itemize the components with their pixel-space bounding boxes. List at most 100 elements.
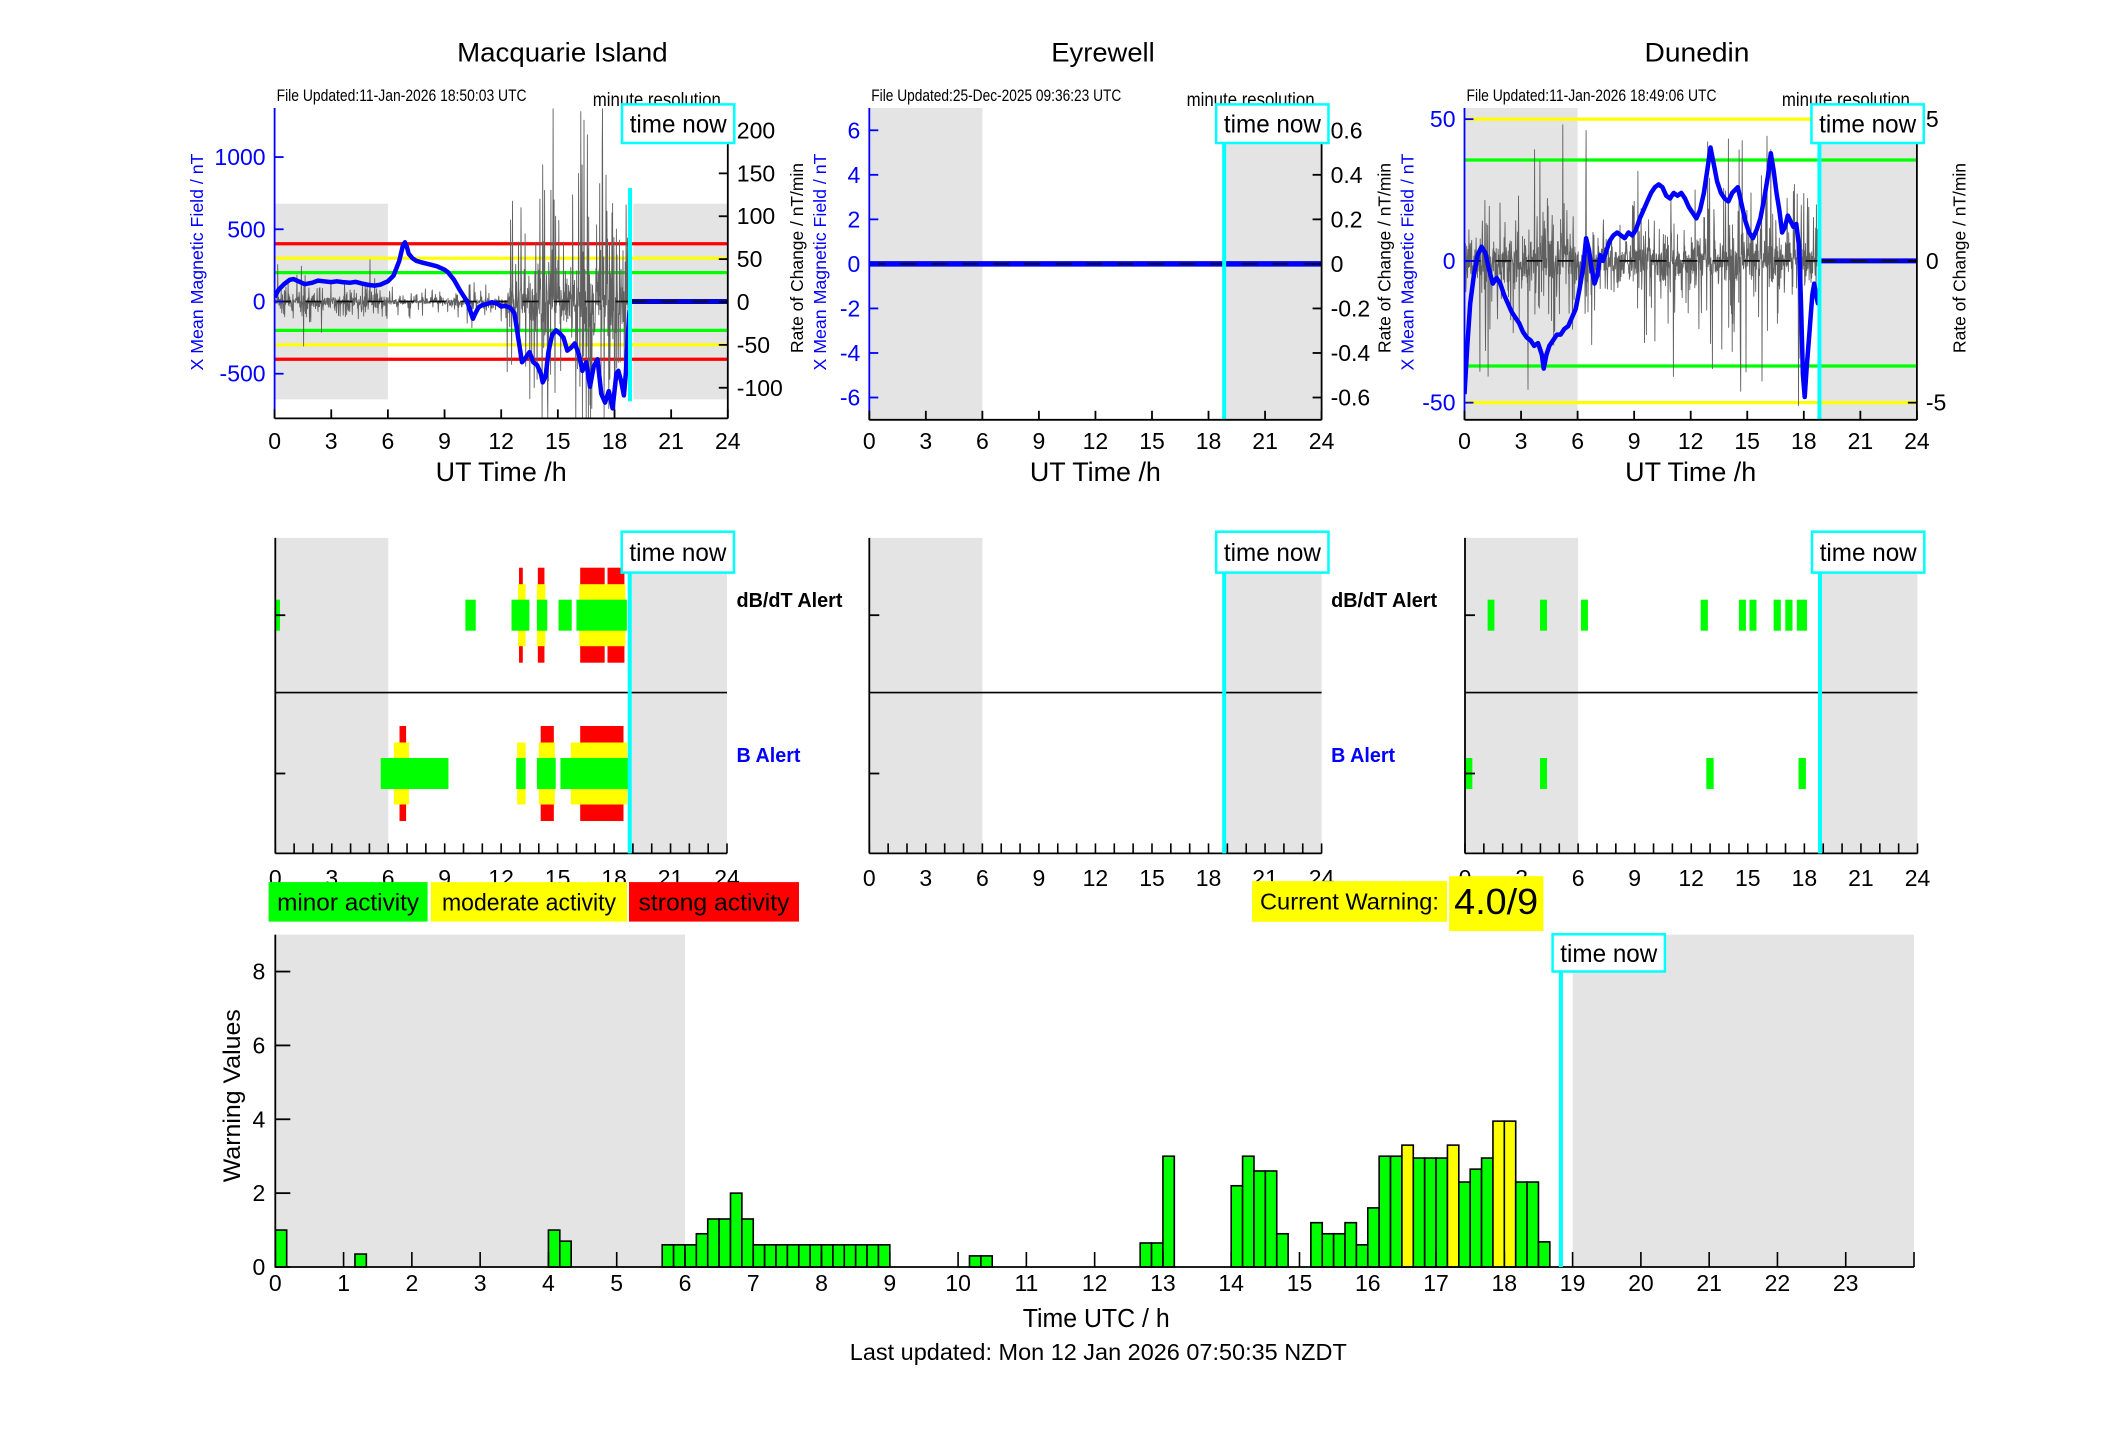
svg-text:7: 7 [747,1270,760,1296]
svg-text:6: 6 [1571,428,1584,454]
svg-text:4: 4 [253,1106,266,1132]
svg-text:0.6: 0.6 [1331,117,1363,143]
svg-text:24: 24 [715,428,741,454]
svg-text:2: 2 [406,1270,419,1296]
svg-text:12: 12 [488,428,514,454]
svg-text:3: 3 [474,1270,487,1296]
svg-text:File Updated:25-Dec-2025 09:36: File Updated:25-Dec-2025 09:36:23 UTC [871,86,1121,105]
svg-text:1: 1 [337,1270,350,1296]
svg-text:0: 0 [737,289,750,315]
svg-text:-0.2: -0.2 [1331,295,1371,321]
svg-text:24: 24 [1309,428,1335,454]
svg-text:Time UTC / h: Time UTC / h [1023,1305,1170,1333]
svg-text:500: 500 [227,216,265,242]
svg-text:8: 8 [253,959,266,985]
svg-text:B Alert: B Alert [737,744,801,767]
svg-text:time now: time now [630,111,728,139]
svg-text:6: 6 [382,428,395,454]
svg-text:0: 0 [253,289,266,315]
svg-text:18: 18 [1196,865,1222,891]
svg-text:15: 15 [1734,428,1760,454]
svg-text:9: 9 [1628,865,1641,891]
svg-text:22: 22 [1765,1270,1791,1296]
svg-text:12: 12 [1082,1270,1108,1296]
svg-text:8: 8 [815,1270,828,1296]
svg-text:4: 4 [542,1270,555,1296]
svg-text:time now: time now [1224,111,1322,139]
svg-text:dB/dT Alert: dB/dT Alert [737,589,843,612]
svg-text:14: 14 [1218,1270,1244,1296]
svg-text:10: 10 [945,1270,971,1296]
svg-text:3: 3 [1515,428,1528,454]
svg-text:X Mean Magnetic Field / nT: X Mean Magnetic Field / nT [1398,153,1418,370]
svg-text:-500: -500 [220,361,266,387]
svg-text:time now: time now [1560,940,1658,968]
svg-text:12: 12 [1678,865,1704,891]
svg-text:6: 6 [1572,865,1585,891]
svg-text:UT Time /h: UT Time /h [436,457,567,487]
svg-text:0: 0 [1458,428,1471,454]
svg-text:0: 0 [253,1254,266,1280]
svg-text:Rate of Change / nT/min: Rate of Change / nT/min [787,163,807,353]
svg-text:time now: time now [629,539,727,567]
svg-text:50: 50 [737,246,763,272]
svg-text:-5: -5 [1926,390,1946,416]
svg-text:23: 23 [1833,1270,1859,1296]
svg-text:50: 50 [1430,106,1456,132]
svg-text:12: 12 [1083,428,1109,454]
svg-text:1000: 1000 [214,144,265,170]
svg-text:time now: time now [1820,539,1918,567]
svg-text:-50: -50 [737,332,770,358]
svg-text:0: 0 [268,428,281,454]
svg-text:-100: -100 [737,375,783,401]
svg-text:19: 19 [1560,1270,1586,1296]
svg-text:0.4: 0.4 [1331,162,1363,188]
svg-text:time now: time now [1819,111,1917,139]
svg-text:Current Warning:: Current Warning: [1260,889,1439,915]
svg-text:0: 0 [863,865,876,891]
svg-text:-50: -50 [1422,390,1455,416]
svg-text:Rate of Change / nT/min: Rate of Change / nT/min [1950,163,1970,353]
svg-text:-0.6: -0.6 [1331,385,1371,411]
svg-text:6: 6 [679,1270,692,1296]
svg-text:18: 18 [1492,1270,1518,1296]
svg-text:6: 6 [253,1032,266,1058]
svg-text:Last updated: Mon 12 Jan 2026: Last updated: Mon 12 Jan 2026 07:50:35 N… [850,1339,1347,1365]
svg-text:17: 17 [1423,1270,1449,1296]
svg-text:Warning Values: Warning Values [219,1009,246,1182]
svg-text:9: 9 [1033,865,1046,891]
svg-text:2: 2 [848,206,861,232]
svg-text:9: 9 [438,428,451,454]
svg-text:20: 20 [1628,1270,1654,1296]
svg-text:2: 2 [253,1180,266,1206]
svg-text:100: 100 [737,203,775,229]
svg-text:15: 15 [1139,428,1165,454]
svg-text:15: 15 [545,428,571,454]
svg-text:3: 3 [919,428,932,454]
svg-text:X Mean Magnetic Field / nT: X Mean Magnetic Field / nT [187,153,207,370]
svg-text:File Updated:11-Jan-2026 18:50: File Updated:11-Jan-2026 18:50:03 UTC [277,86,527,105]
svg-text:0: 0 [269,1270,282,1296]
svg-text:24: 24 [1905,865,1931,891]
svg-text:5: 5 [1926,106,1939,132]
svg-text:X Mean Magnetic Field / nT: X Mean Magnetic Field / nT [810,153,830,370]
svg-text:UT Time /h: UT Time /h [1030,457,1161,487]
svg-text:0.2: 0.2 [1331,206,1363,232]
svg-text:5: 5 [610,1270,623,1296]
svg-text:150: 150 [737,160,775,186]
svg-text:-0.4: -0.4 [1331,340,1371,366]
svg-text:3: 3 [325,428,338,454]
svg-text:0: 0 [848,251,861,277]
svg-text:13: 13 [1150,1270,1176,1296]
svg-text:200: 200 [737,118,775,144]
svg-text:6: 6 [976,428,989,454]
svg-text:18: 18 [602,428,628,454]
svg-text:dB/dT Alert: dB/dT Alert [1331,589,1437,612]
svg-text:16: 16 [1355,1270,1381,1296]
svg-text:18: 18 [1196,428,1222,454]
svg-text:-4: -4 [840,340,861,366]
svg-text:15: 15 [1735,865,1761,891]
svg-text:0: 0 [1331,251,1344,277]
svg-text:11: 11 [1014,1270,1038,1296]
svg-text:moderate activity: moderate activity [442,890,616,917]
